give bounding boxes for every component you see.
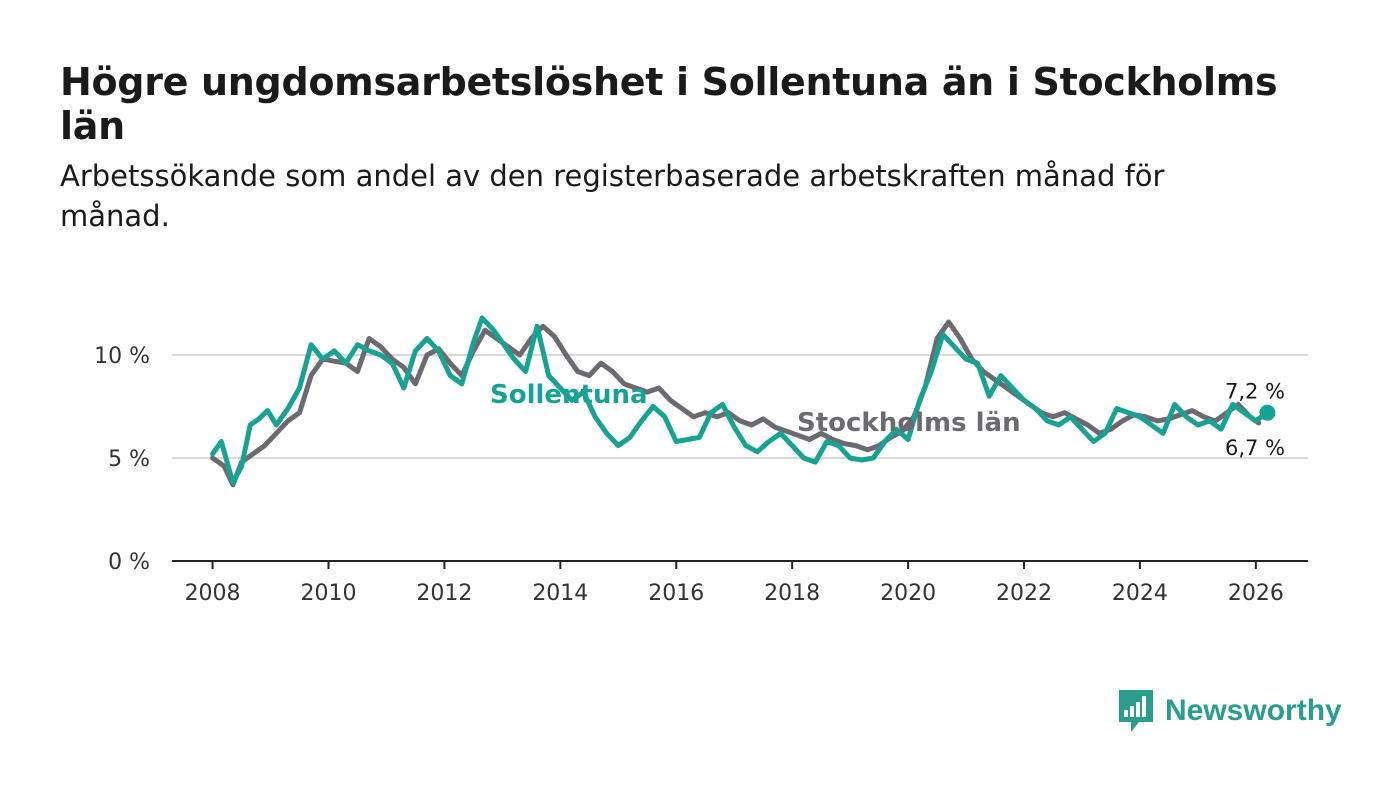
gridlines xyxy=(172,354,1308,562)
x-tick-label: 2022 xyxy=(996,581,1052,606)
x-tick-label: 2008 xyxy=(185,581,241,606)
series-annotations: Sollentuna Stockholms län 7,2 % 6,7 % xyxy=(490,380,1285,460)
x-tick-label: 2018 xyxy=(764,581,820,606)
sollentuna-endpoint-marker xyxy=(1259,404,1276,421)
x-tick-label: 2026 xyxy=(1228,581,1284,606)
series-label-stockholms-lan: Stockholms län xyxy=(797,408,1021,438)
y-axis-ticks: 0 % 5 % 10 % xyxy=(94,344,150,575)
y-tick-label: 5 % xyxy=(108,447,150,472)
y-tick-label: 0 % xyxy=(108,550,150,575)
newsworthy-brand-text: Newsworthy xyxy=(1165,694,1342,727)
x-tick-label: 2012 xyxy=(416,581,472,606)
x-tick-label: 2016 xyxy=(648,581,704,606)
series-line-stockholms-l-n xyxy=(210,319,1262,488)
chart-subtitle: Arbetssökande som andel av den registerb… xyxy=(60,159,1165,233)
sollentuna-last-value-label: 7,2 % xyxy=(1225,380,1285,404)
x-axis-ticks: 2008 2010 2012 2014 2016 2018 2020 2022 2024 2026 xyxy=(185,561,1284,606)
newsworthy-logo-icon xyxy=(1119,690,1153,732)
series-lines xyxy=(210,315,1270,488)
series-line-sollentuna xyxy=(210,315,1270,486)
series-label-sollentuna: Sollentuna xyxy=(490,380,648,410)
x-tick-label: 2014 xyxy=(532,581,588,606)
stockholms-lan-last-value-label: 6,7 % xyxy=(1225,436,1285,460)
y-tick-label: 10 % xyxy=(94,344,150,369)
x-tick-label: 2010 xyxy=(300,581,356,606)
chart-title: Högre ungdomsarbetslöshet i Sollentuna ä… xyxy=(60,60,1278,148)
x-tick-label: 2024 xyxy=(1112,581,1168,606)
x-tick-label: 2020 xyxy=(880,581,936,606)
newsworthy-logo: Newsworthy xyxy=(1117,688,1342,734)
